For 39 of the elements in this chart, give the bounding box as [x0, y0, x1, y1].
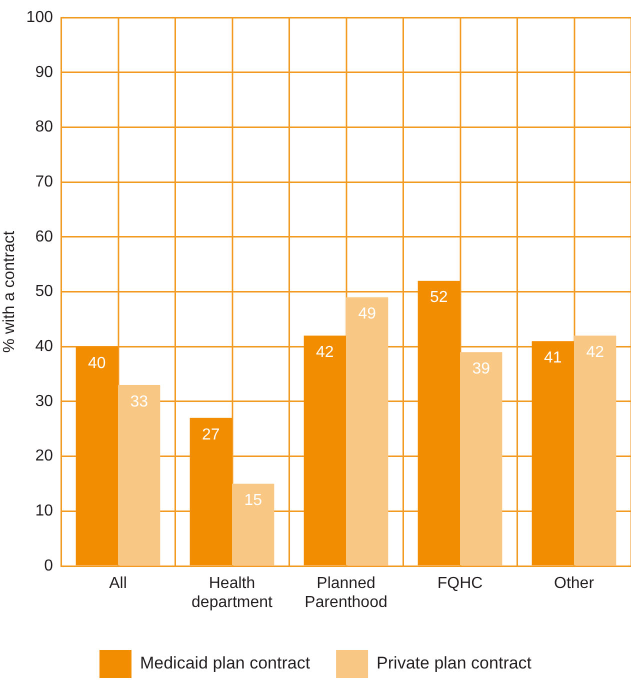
- y-tick-label: 40: [35, 338, 54, 356]
- y-tick-label: 80: [35, 118, 54, 136]
- x-tick-label: Other: [554, 575, 595, 592]
- x-tick-label: Health department: [192, 575, 274, 612]
- data-label: 52: [430, 289, 448, 306]
- data-label: 49: [358, 306, 376, 323]
- y-tick-label: 0: [44, 557, 54, 574]
- data-label: 27: [202, 426, 220, 444]
- data-label: 42: [586, 344, 604, 362]
- bar: [118, 385, 160, 566]
- y-tick-label: 20: [35, 448, 54, 465]
- bar: [346, 297, 388, 566]
- legend-label: Private plan contract: [376, 654, 532, 673]
- bar: [460, 352, 502, 566]
- bar: [532, 341, 574, 566]
- data-label: 39: [472, 360, 490, 378]
- data-label: 40: [88, 355, 106, 372]
- bar: [304, 336, 346, 566]
- y-tick-label: 100: [26, 9, 54, 26]
- data-label: 41: [544, 350, 562, 367]
- y-tick-label: 90: [35, 64, 54, 81]
- y-axis-title: % with a contract: [1, 230, 18, 353]
- data-label: 42: [316, 344, 334, 362]
- bar: [418, 280, 460, 566]
- x-tick-label: Planned Parenthood: [304, 575, 388, 612]
- x-tick-label: All: [109, 575, 127, 592]
- bar: [574, 336, 616, 566]
- x-tick-label: FQHC: [437, 575, 483, 592]
- y-tick-label: 10: [35, 502, 54, 520]
- data-label: 33: [130, 393, 148, 410]
- y-tick-label: 30: [35, 392, 54, 410]
- bar: [190, 418, 232, 566]
- y-tick-label: 70: [35, 174, 54, 191]
- bar: [232, 484, 274, 566]
- bar: [76, 346, 118, 566]
- data-label: 15: [244, 492, 262, 510]
- y-tick-label: 50: [35, 283, 54, 300]
- y-tick-label: 60: [35, 228, 54, 246]
- legend-label: Medicaid plan contract: [140, 654, 310, 673]
